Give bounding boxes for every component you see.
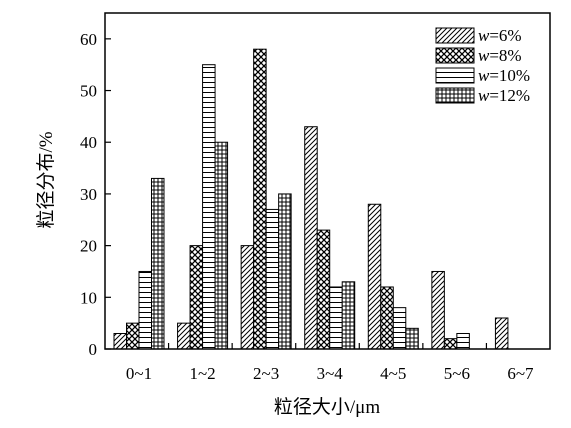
x-tick-label: 0~1 xyxy=(126,364,152,383)
x-tick-label: 6~7 xyxy=(507,364,534,383)
legend-swatch xyxy=(435,27,475,44)
bar-0~1-w=10% xyxy=(138,270,152,350)
legend-label: w=12% xyxy=(478,86,530,105)
x-tick-label: 5~6 xyxy=(444,364,470,383)
bar-2~3-w=6% xyxy=(240,245,255,350)
bar-3~4-w=10% xyxy=(329,286,343,350)
bar-4~5-w=10% xyxy=(392,307,407,350)
bar-1~2-w=8% xyxy=(189,245,204,350)
x-tick-label: 4~5 xyxy=(380,364,406,383)
bar-4~5-w=6% xyxy=(367,203,382,350)
axis-ticks: 0 10 20 30 40 50 60 0~1 1~2 2~3 3~4 4~5 5~6 6~7 xyxy=(80,30,534,383)
y-tick-label: 60 xyxy=(80,30,97,49)
bar-3~4-w=12% xyxy=(341,281,356,350)
bar-2~3-w=10% xyxy=(265,208,280,350)
legend-swatch xyxy=(435,67,475,84)
x-axis-title: 粒径大小/μm xyxy=(274,396,380,418)
bar-1~2-w=12% xyxy=(214,141,229,350)
bar-6~7-w=6% xyxy=(494,317,509,350)
bar-0~1-w=6% xyxy=(113,332,127,350)
y-tick-label: 10 xyxy=(80,288,97,307)
y-tick-label: 0 xyxy=(89,340,98,359)
y-tick-label: 40 xyxy=(80,133,97,152)
bar-3~4-w=8% xyxy=(316,229,331,350)
bar-1~2-w=6% xyxy=(177,322,191,350)
bar-4~5-w=12% xyxy=(405,327,419,350)
bar-0~1-w=8% xyxy=(126,322,140,350)
bar-5~6-w=8% xyxy=(443,338,458,350)
legend: w=6%w=8%w=10%w=12% xyxy=(435,26,530,105)
x-tick-label: 2~3 xyxy=(253,364,279,383)
bar-0~1-w=12% xyxy=(151,177,165,350)
bar-4~5-w=8% xyxy=(380,286,394,350)
bar-5~6-w=6% xyxy=(431,270,445,350)
legend-label: w=6% xyxy=(478,26,522,45)
bar-2~3-w=12% xyxy=(278,193,292,350)
bar-2~3-w=8% xyxy=(253,48,267,350)
legend-label: w=8% xyxy=(478,46,522,65)
y-tick-label: 50 xyxy=(80,82,97,101)
legend-label: w=10% xyxy=(478,66,530,85)
bar-3~4-w=6% xyxy=(304,126,318,350)
legend-swatch xyxy=(435,87,475,104)
y-tick-label: 20 xyxy=(80,237,97,256)
y-axis-title: 粒径分布/% xyxy=(35,131,57,228)
legend-swatch xyxy=(435,47,475,64)
bar-5~6-w=10% xyxy=(456,332,470,350)
bar-1~2-w=10% xyxy=(202,64,216,350)
plot-frame xyxy=(104,12,551,350)
x-tick-label: 1~2 xyxy=(189,364,215,383)
y-tick-label: 30 xyxy=(80,185,97,204)
x-tick-label: 3~4 xyxy=(317,364,344,383)
